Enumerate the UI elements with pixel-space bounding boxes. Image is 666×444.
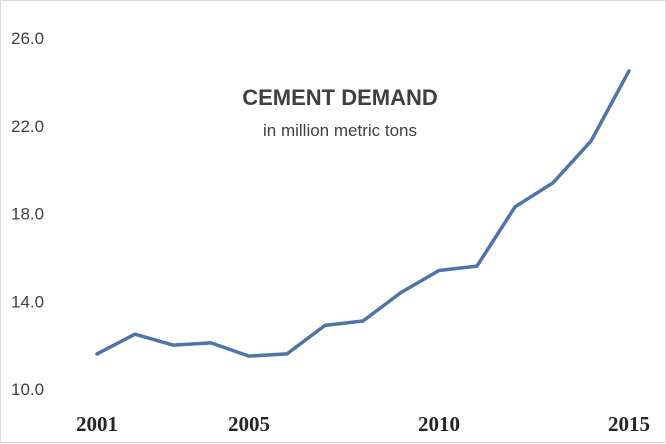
data-point	[133, 332, 137, 336]
data-point	[171, 343, 175, 347]
y-tick-label: 22.0	[11, 117, 44, 136]
x-tick-label: 2005	[228, 412, 270, 436]
data-point	[475, 264, 479, 268]
y-axis-ticks: 10.0 14.0 18.0 22.0 26.0	[11, 29, 44, 399]
x-tick-label: 2001	[76, 412, 118, 436]
series-layer	[95, 69, 631, 358]
x-axis-ticks: 2001 2005 2010 2015	[76, 412, 650, 436]
data-point	[627, 69, 631, 73]
y-tick-label: 26.0	[11, 29, 44, 48]
data-point	[513, 205, 517, 209]
y-tick-label: 14.0	[11, 292, 44, 311]
x-tick-label: 2015	[608, 412, 650, 436]
series-line	[95, 69, 631, 358]
data-point	[399, 290, 403, 295]
y-tick-label: 10.0	[11, 380, 44, 399]
chart-subtitle: in million metric tons	[263, 121, 417, 140]
data-point	[361, 319, 365, 323]
x-tick-label: 2010	[418, 412, 460, 436]
data-point	[209, 341, 213, 345]
data-point	[285, 352, 289, 356]
data-point	[95, 352, 99, 356]
chart-title: CEMENT DEMAND	[242, 85, 438, 110]
y-tick-label: 18.0	[11, 205, 44, 224]
data-point	[551, 181, 555, 185]
data-point	[323, 323, 327, 327]
data-point	[247, 354, 251, 358]
data-point	[589, 139, 593, 143]
data-point	[437, 268, 441, 273]
